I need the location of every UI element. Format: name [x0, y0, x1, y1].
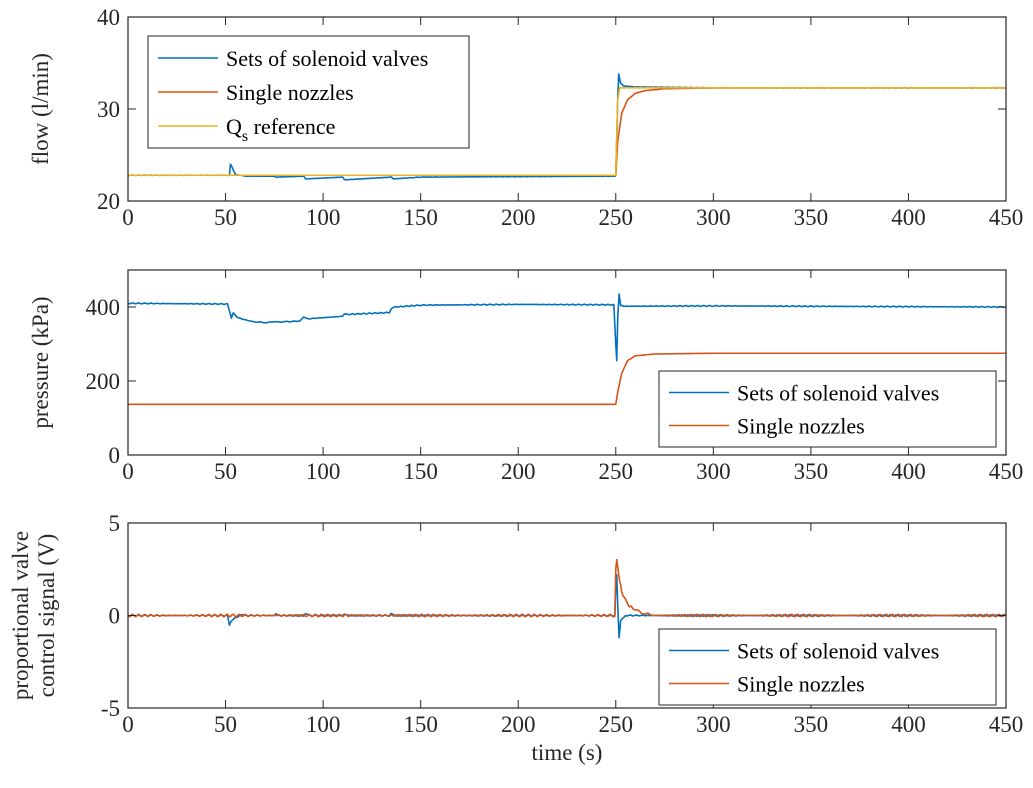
- y-tick-label: 0: [109, 443, 121, 468]
- x-tick-label: 150: [403, 205, 438, 230]
- legend-label: Single nozzles: [737, 414, 865, 439]
- y-tick-label: 200: [86, 369, 121, 394]
- legend: Sets of solenoid valves Single nozzles: [658, 628, 997, 706]
- x-tick-label: 300: [696, 205, 731, 230]
- x-tick-label: 300: [696, 459, 731, 484]
- x-tick-label: 200: [501, 205, 536, 230]
- x-tick-label: 200: [501, 712, 536, 737]
- series-group: [128, 558, 1006, 639]
- x-tick-label: 250: [599, 712, 634, 737]
- x-axis-label: time (s): [532, 740, 603, 765]
- legend-label: Single nozzles: [737, 672, 865, 697]
- x-tick-label: 0: [122, 459, 134, 484]
- y-axis-label-line: proportional valve: [8, 531, 33, 700]
- series-line-2: [128, 558, 1006, 618]
- x-tick-label: 200: [501, 459, 536, 484]
- x-tick-label: 450: [989, 459, 1024, 484]
- legend-label: Single nozzles: [226, 80, 354, 105]
- legend: Sets of solenoid valves Single nozzles Qs …: [147, 35, 470, 149]
- y-tick-label: 30: [97, 97, 120, 122]
- x-tick-label: 300: [696, 712, 731, 737]
- x-tick-label: 50: [214, 712, 237, 737]
- y-tick-label: 400: [86, 295, 121, 320]
- x-tick-label: 450: [989, 205, 1024, 230]
- chart-panel-3: 0 50 100 150 200 250 300 350 400 450-505proportio…: [8, 511, 1023, 765]
- y-axis-label: pressure (kPa): [28, 296, 53, 428]
- legend-box: [658, 370, 997, 448]
- x-tick-label: 350: [794, 205, 829, 230]
- axes-frame: [127, 269, 1007, 456]
- x-tick-label: 0: [122, 712, 134, 737]
- x-tick-label: 150: [403, 712, 438, 737]
- x-tick-label: 400: [891, 205, 926, 230]
- series-line-1: [128, 293, 1006, 362]
- x-tick-label: 450: [989, 712, 1024, 737]
- x-tick-label: 350: [794, 459, 829, 484]
- legend-label: Sets of solenoid valves: [226, 46, 428, 71]
- x-tick-label: 100: [306, 205, 341, 230]
- x-tick-label: 50: [214, 459, 237, 484]
- x-tick-label: 400: [891, 712, 926, 737]
- legend-label: Sets of solenoid valves: [737, 639, 939, 664]
- y-tick-label: 5: [109, 511, 121, 536]
- x-tick-label: 350: [794, 712, 829, 737]
- series-line-2: [128, 352, 1006, 406]
- x-tick-label: 250: [599, 459, 634, 484]
- y-tick-label: 20: [97, 189, 120, 214]
- x-tick-label: 150: [403, 459, 438, 484]
- x-tick-label: 50: [214, 205, 237, 230]
- legend-box: [658, 628, 997, 706]
- y-tick-label: 40: [97, 5, 120, 30]
- x-tick-label: 0: [122, 205, 134, 230]
- y-axis-label: flow (l/min): [28, 53, 53, 165]
- y-axis-label-line: control signal (V): [34, 534, 59, 698]
- legend: Sets of solenoid valves Single nozzles: [658, 370, 997, 448]
- x-tick-label: 100: [306, 712, 341, 737]
- series-group: [128, 73, 1006, 181]
- y-tick-label: 0: [109, 604, 121, 629]
- series-line-3: [128, 87, 1006, 177]
- x-tick-label: 250: [599, 205, 634, 230]
- chart-panel-2: 0 50 100 150 200 250 300 350 400 450 0 200 400 pressu…: [28, 269, 1024, 484]
- chart-panel-1: 0 50 100 150 200 250 300 350 400 450 20 30 40 flow (l…: [28, 5, 1023, 230]
- series-group: [128, 293, 1006, 406]
- x-tick-label: 100: [306, 459, 341, 484]
- legend-label: Sets of solenoid valves: [737, 381, 939, 406]
- legend-label: Qs reference: [226, 114, 335, 145]
- x-tick-label: 400: [891, 459, 926, 484]
- y-tick-label: -5: [101, 696, 120, 721]
